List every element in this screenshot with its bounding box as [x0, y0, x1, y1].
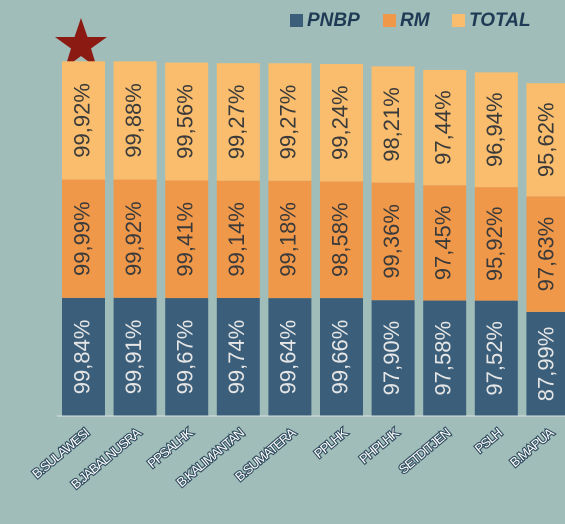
- bar-segment: [62, 297, 105, 416]
- legend-swatch: [452, 14, 465, 27]
- bar-segment: [474, 72, 518, 188]
- bar-segment: [62, 61, 105, 180]
- bar-segment: [268, 298, 312, 416]
- value-label: 99,27%: [224, 85, 249, 160]
- bar-segment: [113, 179, 157, 298]
- bar-segment: [165, 298, 209, 416]
- value-label: 99,99%: [69, 201, 94, 276]
- value-label: 96,94%: [482, 92, 507, 167]
- value-label: 98,21%: [379, 87, 404, 162]
- bar-segment: [165, 62, 209, 181]
- x-tick-label: B.MAPUA: [507, 425, 557, 470]
- bar-segment: [423, 185, 467, 301]
- value-label: 98,58%: [327, 202, 352, 277]
- value-label: 95,92%: [482, 207, 507, 282]
- legend-swatch: [290, 14, 303, 27]
- bar-segment: [371, 300, 415, 416]
- x-tick-label: PPSALHK: [145, 425, 196, 471]
- bar-segment: [423, 300, 467, 416]
- value-label: 99,67%: [173, 320, 198, 395]
- bar-segment: [216, 180, 260, 298]
- value-label: 99,41%: [173, 202, 198, 277]
- value-label: 99,74%: [224, 320, 249, 395]
- bar-segment: [113, 61, 157, 180]
- value-label: 99,92%: [69, 83, 94, 158]
- star-marker: [55, 18, 107, 68]
- value-label: 97,90%: [379, 321, 404, 396]
- bar-segment: [526, 83, 565, 197]
- bar-segment: [474, 187, 518, 301]
- bar-segment: [526, 196, 565, 312]
- bar-segment: [216, 63, 260, 181]
- bar-segment: [320, 298, 363, 416]
- legend-label: TOTAL: [469, 10, 531, 31]
- bar-segment: [62, 179, 105, 298]
- bar-segment: [371, 66, 415, 183]
- bar-segment: [113, 297, 157, 416]
- value-label: 99,92%: [121, 201, 146, 276]
- legend-swatch: [383, 14, 396, 27]
- value-label: 99,27%: [276, 85, 301, 160]
- value-label: 97,45%: [431, 206, 456, 281]
- value-label: 97,58%: [431, 321, 456, 396]
- value-label: 99,84%: [69, 320, 94, 395]
- bar-segment: [371, 182, 415, 301]
- value-label: 99,64%: [276, 320, 301, 395]
- value-label: 99,18%: [276, 202, 301, 277]
- bar-segment: [526, 311, 565, 416]
- legend-label: RM: [400, 10, 431, 31]
- bar-segment: [268, 180, 312, 299]
- x-tick-label: SETDITJEN: [396, 425, 453, 477]
- value-label: 97,63%: [534, 217, 559, 292]
- bar-segment: [320, 63, 363, 182]
- bar-segment: [320, 181, 363, 299]
- value-label: 99,66%: [327, 320, 352, 395]
- x-tick-label: PSLH: [472, 425, 505, 456]
- value-label: 95,62%: [534, 102, 559, 177]
- value-label: 99,24%: [327, 85, 352, 160]
- value-label: 99,88%: [121, 83, 146, 158]
- value-label: 97,52%: [482, 321, 507, 396]
- x-tick-label: PPLHK: [311, 425, 350, 462]
- value-label: 87,99%: [534, 327, 559, 402]
- bar-segment: [474, 300, 518, 416]
- value-label: 97,44%: [431, 90, 456, 165]
- x-tick-label: PHPLHK: [356, 425, 402, 467]
- value-label: 99,91%: [121, 320, 146, 395]
- legend-label: PNBP: [307, 10, 360, 31]
- bar-segment: [268, 63, 312, 181]
- bar-segment: [423, 69, 467, 186]
- value-label: 99,14%: [224, 202, 249, 277]
- bar-segment: [165, 180, 209, 299]
- value-label: 99,56%: [173, 84, 198, 159]
- value-label: 99,36%: [379, 204, 404, 279]
- bar-segment: [216, 297, 260, 416]
